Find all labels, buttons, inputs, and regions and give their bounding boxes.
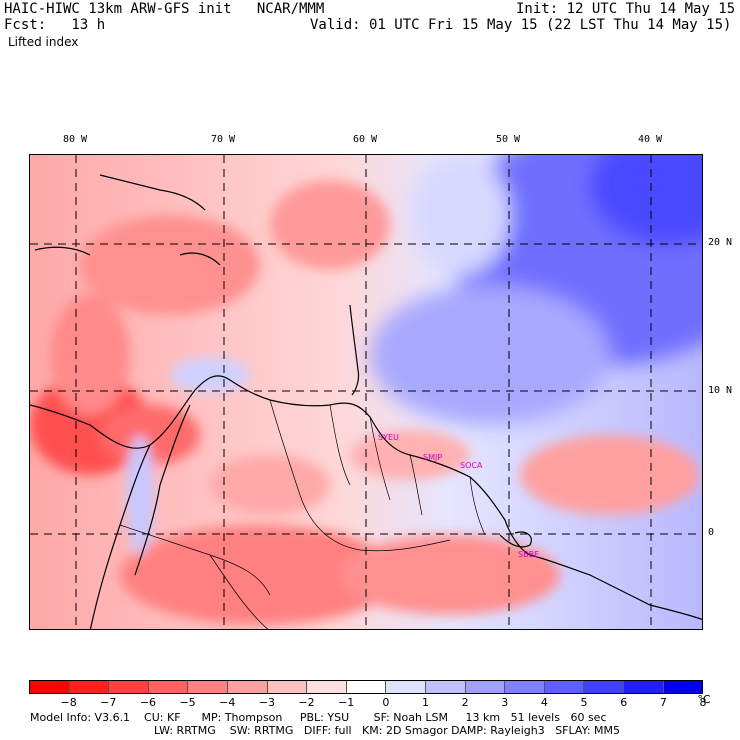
colorbar-tick-label: −2 bbox=[298, 696, 315, 709]
map-title: HAIC-HIWC 13km ARW-GFS init NCAR/MMM bbox=[4, 1, 325, 17]
colorbar-segment bbox=[465, 681, 506, 693]
colorbar-segment bbox=[425, 681, 466, 693]
colorbar-unit: °C bbox=[697, 693, 711, 706]
lon-label-80w: 80 W bbox=[62, 134, 88, 145]
model-info-line2: LW: RRTMG SW: RRTMG DIFF: full KM: 2D Sm… bbox=[154, 724, 620, 737]
station-soca: SOCA bbox=[460, 461, 483, 470]
graticule bbox=[30, 155, 702, 629]
lat-label-0: 0 bbox=[708, 527, 715, 538]
colorbar-segment bbox=[267, 681, 308, 693]
colorbar-tick-label: 8 bbox=[699, 696, 707, 709]
colorbar-tick-label: −3 bbox=[258, 696, 275, 709]
station-syeu: SYEU bbox=[378, 433, 399, 442]
lat-label-20n: 20 N bbox=[708, 237, 733, 248]
colorbar-tick-label: −4 bbox=[219, 696, 236, 709]
colorbar bbox=[29, 680, 703, 694]
colorbar-tick-label: 5 bbox=[580, 696, 588, 709]
valid-time: Valid: 01 UTC Fri 15 May 15 (22 LST Thu … bbox=[310, 17, 732, 33]
colorbar-tick-label: −8 bbox=[60, 696, 77, 709]
colorbar-segment bbox=[663, 681, 703, 693]
lon-label-70w: 70 W bbox=[210, 134, 236, 145]
colorbar-segment bbox=[109, 681, 149, 693]
lon-label-40w: 40 W bbox=[637, 134, 663, 145]
station-smjp: SMJP bbox=[423, 453, 443, 462]
colorbar-segment bbox=[69, 681, 110, 693]
colorbar-segment bbox=[544, 681, 585, 693]
colorbar-segment bbox=[30, 681, 70, 693]
init-time: Init: 12 UTC Thu 14 May 15 bbox=[516, 1, 736, 17]
lat-label-10n: 10 N bbox=[708, 385, 733, 396]
colorbar-tick-label: −5 bbox=[179, 696, 196, 709]
lifted-index-map: SYEU SMJP SOCA SBBE bbox=[29, 154, 703, 630]
colorbar-tick-label: 0 bbox=[382, 696, 390, 709]
colorbar-tick-label: −7 bbox=[100, 696, 117, 709]
colorbar-tick-label: 7 bbox=[659, 696, 667, 709]
lon-label-60w: 60 W bbox=[352, 134, 378, 145]
colorbar-tick-label: 4 bbox=[540, 696, 548, 709]
colorbar-segment bbox=[386, 681, 426, 693]
station-sbbe: SBBE bbox=[518, 550, 540, 559]
colorbar-tick-label: 3 bbox=[501, 696, 509, 709]
lon-label-50w: 50 W bbox=[495, 134, 521, 145]
forecast-hour: Fcst: 13 h bbox=[4, 17, 106, 33]
colorbar-tick-label: 1 bbox=[421, 696, 429, 709]
colorbar-segment bbox=[148, 681, 189, 693]
colorbar-segment bbox=[346, 681, 387, 693]
model-info-line1: Model Info: V3.6.1 CU: KF MP: Thompson P… bbox=[30, 711, 607, 724]
field-name: Lifted index bbox=[8, 35, 79, 49]
colorbar-segment bbox=[188, 681, 228, 693]
colorbar-tick-label: −6 bbox=[139, 696, 157, 709]
colorbar-segment bbox=[227, 681, 268, 693]
colorbar-tick-label: 6 bbox=[620, 696, 628, 709]
map-canvas bbox=[30, 155, 702, 629]
colorbar-tick-label: −1 bbox=[338, 696, 355, 709]
colorbar-tick-label: 2 bbox=[461, 696, 469, 709]
colorbar-segment bbox=[505, 681, 545, 693]
colorbar-segment bbox=[307, 681, 347, 693]
colorbar-segment bbox=[623, 681, 664, 693]
borders bbox=[119, 399, 486, 629]
colorbar-segment bbox=[584, 681, 624, 693]
